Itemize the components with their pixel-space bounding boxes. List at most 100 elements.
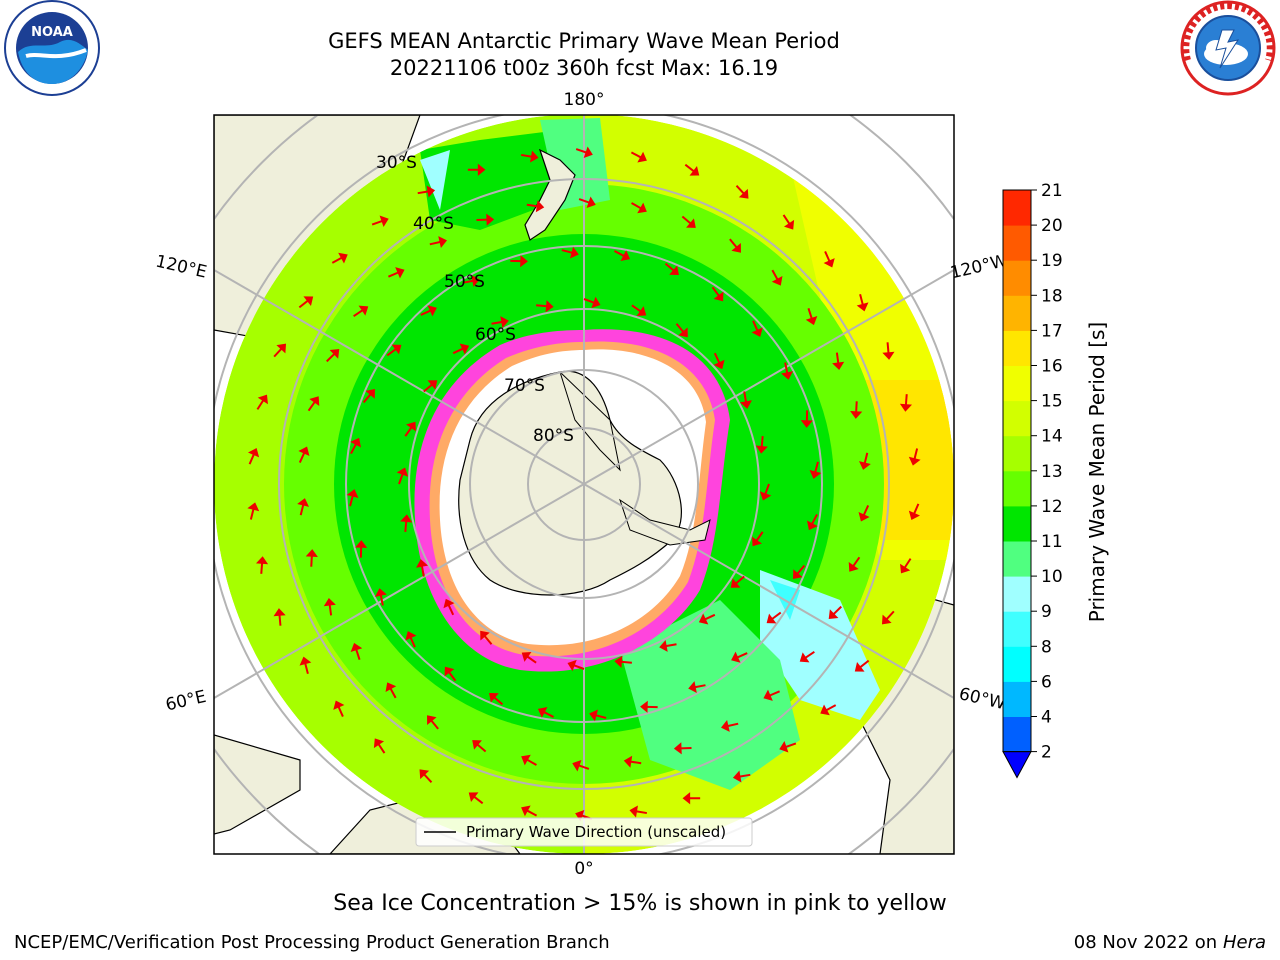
wave-arrow-head [379,215,389,227]
wave-arrow [630,151,642,159]
wave-arrow [785,742,797,749]
wave-arrow [423,773,433,783]
wave-arrow [713,352,721,364]
wave-arrow-head [247,502,260,512]
wave-arrow-head [766,613,777,624]
colorbar-tick-label: 14 [1041,427,1063,447]
wave-arrow [430,719,439,730]
wave-arrow [371,219,383,226]
wave-arrow-head [620,250,631,261]
colorbar-label: Primary Wave Mean Period [s] [1085,321,1109,623]
wave-arrow-head [567,659,577,672]
colorbar-tick-label: 11 [1041,532,1063,552]
wave-arrow [573,664,585,670]
wave-direction-arrows [247,146,921,822]
noaa-logo: NOAA [4,0,100,96]
wave-arrow-head [783,219,795,230]
wave-arrow [473,795,484,805]
wave-arrow [476,743,487,753]
wave-arrow-head [763,689,773,701]
wave-arrow-head [299,656,312,666]
wave-arrow [631,202,642,210]
colorbar-tick-label: 9 [1041,602,1052,622]
wave-arrow [752,320,759,332]
wave-arrow-head [721,719,730,732]
wave-arrow [388,271,399,278]
wave-arrow [462,279,474,284]
map-frame [213,114,955,855]
wave-arrow [520,153,533,158]
wave-arrow [832,605,842,616]
credit-date-text: 08 Nov 2022 on [1073,932,1218,953]
wave-arrow-head [809,469,822,479]
wave-arrow-head [637,151,647,163]
madagascar-land [214,734,301,835]
wave-arrow [729,238,738,249]
wave-arrow [704,613,716,621]
colorbar-tick-label: 21 [1041,181,1063,201]
wave-arrow-head [257,394,268,405]
credit-branch: NCEP/EMC/Verification Post Processing Pr… [14,932,610,953]
wave-arrow-head [520,255,528,268]
wave-arrow-head [908,510,921,521]
colorbar-segment [1003,611,1031,647]
colorbar-segment [1003,505,1031,542]
wave-arrow-head [521,754,531,766]
wave-arrow-head [355,540,368,548]
wave-arrow [417,190,429,195]
wave-arrow [260,562,264,574]
wave-arrow [711,286,720,297]
sea-ice-note: Sea Ice Concentration > 15% is shown in … [333,891,947,916]
wave-arrow [328,604,333,616]
colorbar-segment [1003,681,1031,717]
wave-arrow-head [640,700,648,713]
wave-arrow [483,635,493,645]
lat-label-60s: 60°S [475,325,516,345]
wave-arrow [298,452,306,464]
wave-arrow-head [309,396,320,407]
wave-arrow-head [854,662,865,672]
wave-arrow [526,203,538,208]
colorbar-tick-label: 2 [1041,743,1052,763]
wave-arrow [307,401,316,412]
wave-arrow [804,650,815,659]
wave-arrow-head [751,536,762,547]
wave-arrow [337,706,344,717]
wave-arrow [635,810,648,815]
wave-arrow [886,342,890,354]
wave-arrow-head [297,498,309,507]
wave-arrow-head [255,556,269,565]
wave-arrow [526,655,537,664]
wave-arrow [575,148,587,154]
wave-arrow [784,362,789,374]
wave-arrow-head [583,146,593,159]
colorbar-tick-label: 20 [1041,216,1063,236]
lat-label-30s: 30°S [376,153,417,173]
wave-arrow [913,503,920,515]
wave-arrow-head [298,446,310,456]
wave-arrow-head [899,403,913,412]
wave-arrow-head [333,700,345,710]
wave-arrow-head [443,598,455,609]
colorbar-segment [1003,225,1031,261]
wave-arrow [583,298,595,304]
wave-arrow [379,594,384,606]
wave-arrow-head [908,456,921,466]
wave-arrow-head [419,769,430,780]
lon-label-60w: 60°W [957,684,1007,714]
wave-arrow-head [637,202,647,214]
wave-arrow-head [427,380,438,390]
wave-arrow [796,564,806,575]
wave-arrow [448,671,457,682]
wave-arrow-head [303,296,314,306]
wave-arrow [771,269,779,281]
lon-label-180: 180° [564,90,605,110]
wave-arrow [764,483,770,495]
wave-arrow-head [396,467,409,477]
colorbar-segment [1003,646,1031,682]
wave-arrow-head [731,243,741,253]
wave-arrow-head [427,715,437,725]
wave-arrow [631,304,642,313]
wave-arrow [771,611,782,620]
wave-arrow-head [477,163,486,176]
